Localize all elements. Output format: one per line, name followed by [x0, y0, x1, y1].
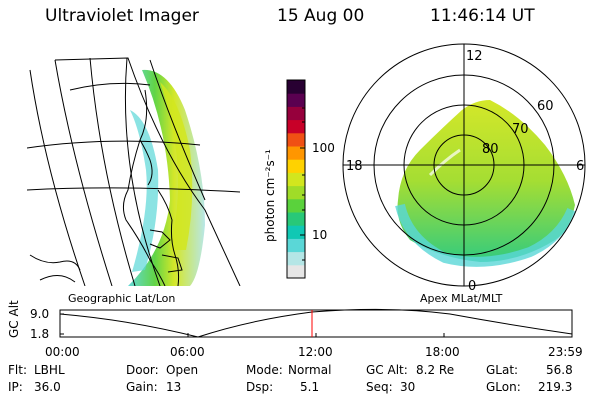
- auroral-emission-polar-rim: [395, 203, 577, 267]
- colorbar-segment: [287, 185, 305, 200]
- altitude-axis-label: GC Alt: [7, 300, 21, 338]
- colorbar-segment: [287, 106, 305, 121]
- colorbar-segment: [287, 159, 305, 173]
- apex-map-label: Apex MLat/MLT: [420, 292, 503, 305]
- glat-label: GLat:: [486, 363, 519, 377]
- dsp-value: 5.1: [300, 380, 320, 394]
- glat-value: 56.8: [546, 363, 573, 377]
- seq-value: 30: [400, 380, 416, 394]
- mlt-label-12: 12: [466, 49, 483, 64]
- colorbar-segment: [287, 172, 305, 187]
- colorbar: [287, 80, 305, 279]
- altitude-panel: [59, 308, 573, 338]
- flt-value: LBHL: [34, 363, 65, 377]
- gcalt-label: GC Alt:: [366, 363, 408, 377]
- geographic-map-label: Geographic Lat/Lon: [68, 292, 176, 305]
- colorbar-segment: [287, 225, 305, 239]
- colorbar-tick-label-100: 100: [312, 141, 335, 155]
- gain-value: 13: [166, 380, 182, 394]
- colorbar-segment: [287, 146, 305, 160]
- auroral-emission-geo-faint: [130, 110, 159, 272]
- mlt-label-18: 18: [346, 159, 363, 174]
- colorbar-segment: [287, 119, 305, 134]
- altitude-xtick-1800: 18:00: [425, 345, 460, 359]
- door-label: Door:: [126, 363, 159, 377]
- mlt-label-6: 6: [576, 159, 584, 174]
- dsp-label: Dsp:: [246, 380, 274, 394]
- altitude-xtick-0600: 06:00: [170, 345, 205, 359]
- colorbar-segment: [287, 212, 305, 226]
- mlt-label-0: 0: [468, 279, 476, 294]
- altitude-ytick-9: 9.0: [30, 307, 50, 321]
- altitude-xtick-2359: 23:59: [548, 345, 583, 359]
- mode-value: Normal: [288, 363, 332, 377]
- ip-value: 36.0: [34, 380, 61, 394]
- altitude-xtick-1200: 12:00: [298, 345, 333, 359]
- polar-dial: [342, 43, 586, 287]
- glon-value: 219.3: [538, 380, 573, 394]
- colorbar-segment: [287, 264, 305, 279]
- lat-label-80: 80: [482, 142, 499, 157]
- seq-label: Seq:: [366, 380, 393, 394]
- altitude-xtick-0000: 00:00: [45, 345, 80, 359]
- colorbar-segment: [287, 80, 305, 94]
- lat-label-60: 60: [537, 99, 554, 114]
- auroral-emission-geo-core: [160, 82, 193, 250]
- colorbar-segment: [287, 132, 305, 147]
- glon-label: GLon:: [486, 380, 521, 394]
- door-value: Open: [166, 363, 199, 377]
- colorbar-tick-label-10: 10: [312, 228, 328, 242]
- colorbar-segment: [287, 198, 305, 213]
- altitude-ytick-1.8: 1.8: [30, 327, 50, 341]
- colorbar-unit-label: photon cm⁻²s⁻¹: [263, 149, 277, 242]
- ip-label: IP:: [8, 380, 23, 394]
- gain-label: Gain:: [126, 380, 158, 394]
- colorbar-segment: [287, 251, 305, 266]
- lat-label-70: 70: [512, 122, 529, 137]
- altitude-curve: [59, 308, 573, 338]
- colorbar-frame: [286, 79, 306, 279]
- observation-date: 15 Aug 00: [277, 6, 365, 26]
- flt-label: Flt:: [8, 363, 27, 377]
- gcalt-value: 8.2 Re: [416, 363, 455, 377]
- mode-label: Mode:: [246, 363, 283, 377]
- observation-time: 11:46:14 UT: [430, 6, 535, 26]
- geographic-map: [27, 57, 241, 286]
- colorbar-segment: [287, 93, 305, 107]
- auroral-emission-polar: [397, 100, 575, 262]
- instrument-title: Ultraviolet Imager: [45, 6, 199, 26]
- colorbar-segment: [287, 238, 305, 253]
